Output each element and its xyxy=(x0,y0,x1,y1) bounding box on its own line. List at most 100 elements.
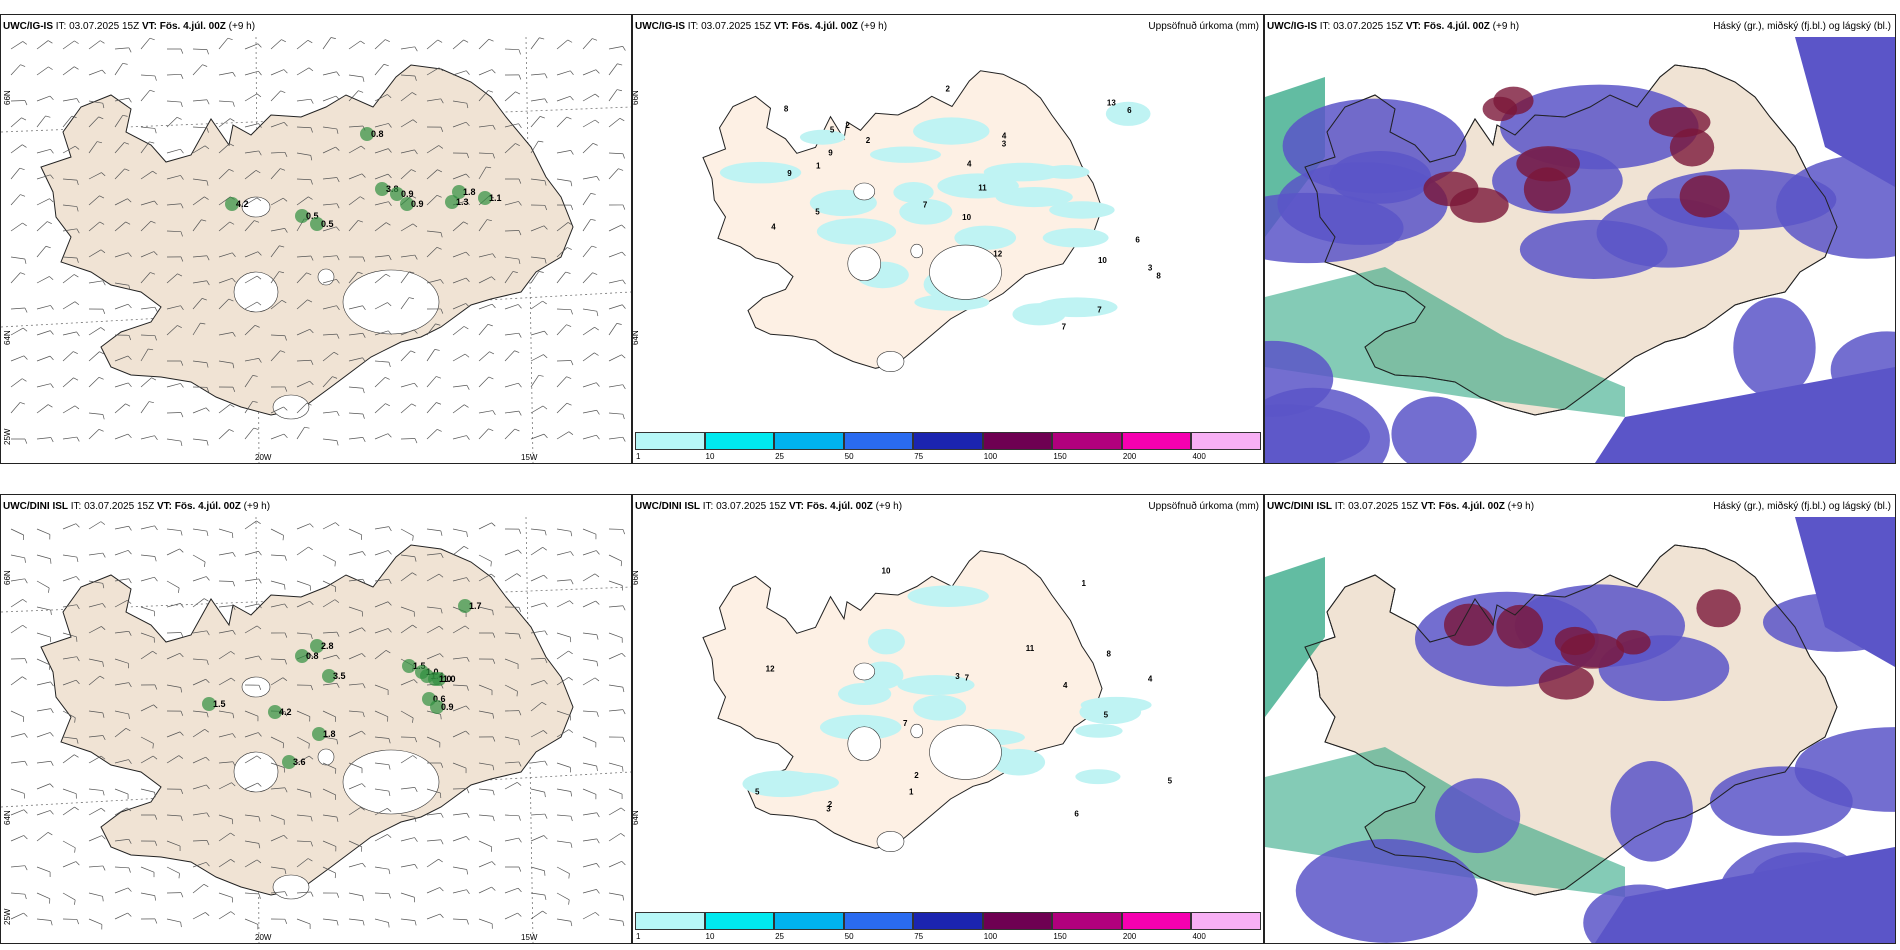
wind-barb xyxy=(530,98,548,104)
wind-barb xyxy=(10,624,27,634)
high-cloud-area xyxy=(1733,297,1816,399)
wind-value-label: 1.0 xyxy=(443,674,456,684)
wind-barb xyxy=(140,525,158,531)
wind-barb xyxy=(556,650,573,660)
wind-barb xyxy=(192,883,209,894)
wind-barb xyxy=(192,598,209,608)
wind-barb xyxy=(296,858,313,868)
wind-barb xyxy=(374,628,392,634)
wind-barb xyxy=(270,736,284,749)
wind-barb xyxy=(322,866,336,879)
wind-barb xyxy=(36,632,52,643)
wind-barb xyxy=(140,401,154,414)
wind-barb xyxy=(478,351,495,362)
wind-barb xyxy=(140,306,158,312)
wind-barb xyxy=(140,126,157,134)
precip-area xyxy=(907,585,989,607)
wind-barb xyxy=(608,892,625,901)
wind-barb xyxy=(348,683,366,689)
precip-value-label: 2 xyxy=(845,121,850,130)
precip-area xyxy=(937,173,1019,199)
wind-barb xyxy=(452,577,470,582)
wind-barb xyxy=(348,653,366,660)
wind-barb xyxy=(582,710,599,717)
wind-barb xyxy=(10,256,27,264)
wind-barb xyxy=(504,123,522,129)
low-cloud-area xyxy=(1265,557,1325,717)
wind-barb xyxy=(10,892,27,900)
wind-barb xyxy=(10,100,28,106)
wind-barb xyxy=(504,143,520,154)
wind-barb xyxy=(426,402,442,414)
wind-value-label: 1.3 xyxy=(456,197,469,207)
wind-barb xyxy=(348,578,366,584)
wind-barb xyxy=(244,732,262,738)
wind-barb xyxy=(36,174,54,180)
wind-barb xyxy=(400,679,418,686)
mid-cloud-area xyxy=(1616,630,1651,655)
precip-area xyxy=(913,694,967,721)
wind-barb xyxy=(244,755,262,764)
glacier xyxy=(910,723,924,739)
precip-colorbar: 1 10 25 50 75 100 150 200 400 xyxy=(635,432,1261,462)
wind-barb xyxy=(556,729,574,738)
wind-barb xyxy=(140,814,158,820)
wind-barb xyxy=(400,169,416,180)
wind-barb xyxy=(270,122,288,128)
wind-barb xyxy=(322,892,340,898)
wind-barb xyxy=(10,710,25,722)
wind-barb xyxy=(36,245,51,258)
wind-barb xyxy=(62,554,79,562)
precip-value-label: 9 xyxy=(787,169,792,178)
wind-barb xyxy=(530,140,544,154)
wind-barb xyxy=(192,912,210,920)
wind-barb xyxy=(36,221,52,232)
wind-barb xyxy=(114,658,129,669)
wind-barb xyxy=(62,274,79,284)
wind-barb xyxy=(88,351,105,362)
mid-cloud-area xyxy=(1443,603,1494,646)
wind-barb xyxy=(556,892,570,905)
precip-value-label: 13 xyxy=(1107,99,1116,108)
wind-barb xyxy=(374,433,392,440)
wind-barb xyxy=(478,710,495,719)
wind-barb xyxy=(530,354,548,362)
wind-barb xyxy=(608,152,625,159)
wind-barb xyxy=(504,606,522,613)
wind-barb xyxy=(400,46,418,52)
high-cloud-area xyxy=(1282,98,1467,194)
wind-barb xyxy=(36,708,54,714)
wind-barb xyxy=(192,861,210,868)
wind-barb xyxy=(504,549,522,556)
wind-barb xyxy=(296,196,313,206)
wind-barb xyxy=(556,308,573,315)
wind-barb xyxy=(36,198,54,206)
wind-barb xyxy=(296,299,313,310)
precip-area xyxy=(867,628,905,655)
wind-barb xyxy=(504,658,519,670)
wind-barb xyxy=(400,119,418,128)
wind-barb xyxy=(452,684,469,691)
colorbar-swatch xyxy=(704,432,775,450)
high-cloud-area xyxy=(1265,340,1334,417)
wind-barb xyxy=(374,273,391,284)
precip-area xyxy=(1105,101,1151,126)
wind-value-label: 1.7 xyxy=(469,601,482,611)
glacier xyxy=(342,269,440,335)
wind-barb xyxy=(608,861,626,868)
wind-barb xyxy=(426,625,444,634)
wind-barb xyxy=(166,632,184,638)
wind-barb xyxy=(166,788,184,795)
wind-barb xyxy=(426,762,444,768)
wind-barb xyxy=(270,69,288,76)
wind-barb xyxy=(530,528,547,536)
precip-value-label: 4 xyxy=(1063,681,1068,690)
wind-barb xyxy=(374,403,390,414)
wind-barb xyxy=(36,658,51,670)
wind-barb xyxy=(504,528,522,534)
wind-barb xyxy=(192,407,210,414)
wind-barb xyxy=(140,704,158,712)
wind-barb xyxy=(166,73,184,80)
wind-barb xyxy=(322,918,339,926)
